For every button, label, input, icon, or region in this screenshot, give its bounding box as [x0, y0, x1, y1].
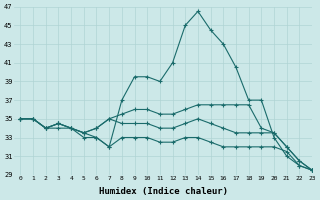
X-axis label: Humidex (Indice chaleur): Humidex (Indice chaleur) [99, 187, 228, 196]
